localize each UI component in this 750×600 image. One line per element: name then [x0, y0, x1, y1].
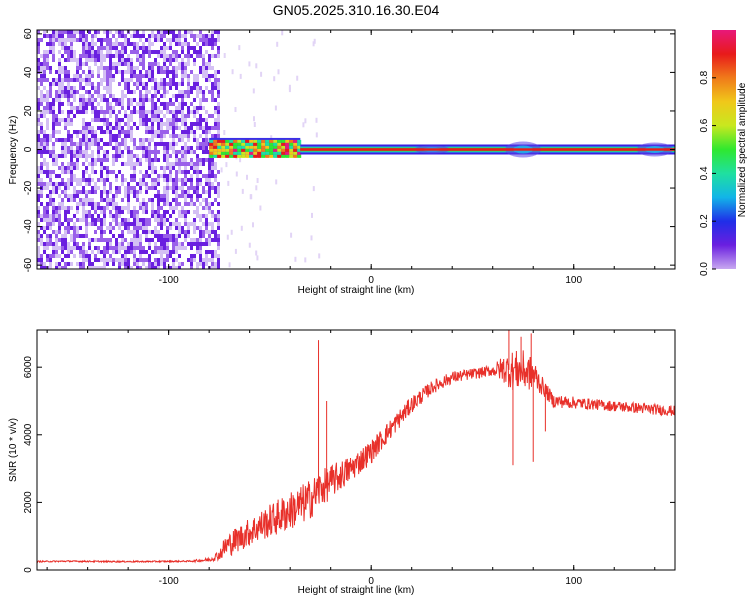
spectrogram-xtick-label: 100 — [565, 275, 582, 286]
spectrogram-ytick-label: 60 — [23, 28, 34, 40]
colorbar-tick-label: 0.8 — [699, 70, 710, 84]
spectrogram-ytick-label: -20 — [23, 180, 34, 195]
colorbar-tick-label: 0.0 — [699, 262, 710, 276]
snr-line — [37, 350, 675, 564]
spectrogram-ytick-label: 0 — [23, 146, 34, 152]
spectrogram-ytick-label: -40 — [23, 219, 34, 234]
snr-ytick-label: 4000 — [23, 423, 34, 446]
snr-xtick-label: 0 — [368, 576, 374, 587]
spectrogram-xtick-label: -100 — [159, 275, 179, 286]
spectrogram-y-ticks: -60 -40 -20 0 20 40 60 — [23, 28, 675, 272]
spectrogram-plot-area — [37, 30, 675, 269]
colorbar-label: Normalized spectral amplitude — [737, 82, 748, 217]
colorbar: 0.0 0.2 0.4 0.6 0.8 Normalized spectral ampl… — [699, 30, 748, 276]
snr-plot-area — [37, 330, 675, 564]
colorbar-tick-label: 0.6 — [699, 118, 710, 132]
snr-x-ticks: -100 0 100 — [46, 330, 656, 587]
snr-y-label: SNR (10 * v/v) — [8, 418, 19, 482]
spectrogram-signal-line — [300, 141, 675, 158]
spectrogram-x-ticks: -100 0 100 — [46, 30, 656, 286]
spectrogram-panel: -100 0 100 -60 -40 -20 0 20 40 60 Height of stra… — [8, 28, 676, 296]
colorbar-gradient — [712, 30, 736, 269]
spectrogram-noise-region — [37, 30, 321, 269]
spectrogram-xtick-label: 0 — [368, 275, 374, 286]
figure-title: GN05.2025.310.16.30.E04 — [273, 2, 440, 18]
colorbar-tick-label: 0.4 — [699, 166, 710, 180]
spectrogram-ytick-label: 40 — [23, 66, 34, 78]
snr-ytick-label: 2000 — [23, 491, 34, 514]
snr-ytick-label: 0 — [23, 567, 34, 573]
snr-xtick-label: -100 — [159, 576, 179, 587]
spectrogram-ytick-label: 20 — [23, 105, 34, 117]
spectrogram-ytick-label: -60 — [23, 257, 34, 272]
spectrogram-y-label: Frequency (Hz) — [8, 116, 19, 185]
snr-ytick-label: 6000 — [23, 356, 34, 379]
spectrogram-x-label: Height of straight line (km) — [298, 285, 415, 296]
colorbar-ticks: 0.0 0.2 0.4 0.6 0.8 — [699, 70, 716, 276]
spectrogram-transition-band — [209, 137, 302, 158]
snr-frame — [36, 329, 676, 571]
snr-y-ticks: 0 2000 4000 6000 — [23, 356, 675, 573]
colorbar-tick-label: 0.2 — [699, 214, 710, 228]
snr-xtick-label: 100 — [565, 576, 582, 587]
snr-x-label: Height of straight line (km) — [298, 585, 415, 596]
